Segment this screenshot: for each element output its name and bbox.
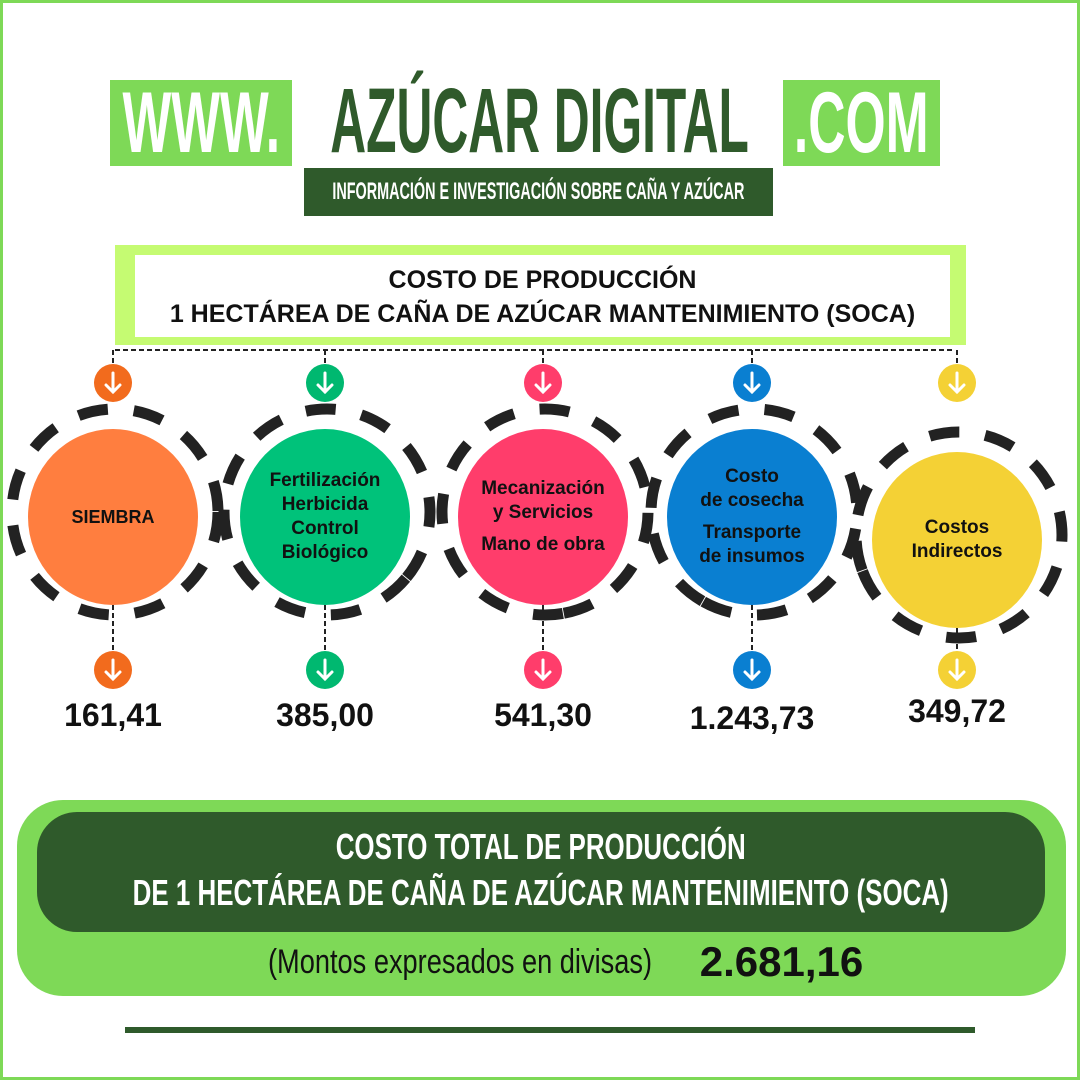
category-label-line xyxy=(667,513,837,521)
arrow-down-icon xyxy=(534,371,552,395)
category-label-line: Herbicida xyxy=(281,494,369,515)
category-circle xyxy=(667,429,837,605)
title-inner: COSTO DE PRODUCCIÓN 1 HECTÁREA DE CAÑA D… xyxy=(135,255,950,337)
arrow-down-icon xyxy=(316,371,334,395)
category-circle xyxy=(28,429,198,605)
category-label-line: y Servicios xyxy=(492,502,594,523)
title-line-2: 1 HECTÁREA DE CAÑA DE AZÚCAR MANTENIMIEN… xyxy=(169,300,916,328)
dashed-ring xyxy=(645,403,863,621)
category-label-line: Mano de obra xyxy=(481,534,605,555)
arrow-down-icon xyxy=(948,658,966,682)
logo-www-text: WWW. xyxy=(122,80,280,166)
category-circle xyxy=(872,452,1042,628)
cost-diagram xyxy=(6,349,1068,689)
category-label: Mecanización y Servicios Mano de obra xyxy=(458,477,628,557)
total-heading: COSTO TOTAL DE PRODUCCIÓN DE 1 HECTÁREA … xyxy=(37,812,1045,932)
arrow-down-icon xyxy=(743,658,761,682)
category-label-line: Mecanización xyxy=(481,478,605,499)
category-label: SIEMBRA xyxy=(28,505,198,529)
category-label: Costos Indirectos xyxy=(872,516,1042,564)
category-label: Costo de cosecha Transporte de insumos xyxy=(667,465,837,569)
tagline-text: INFORMACIÓN E INVESTIGACIÓN SOBRE CAÑA Y… xyxy=(332,178,745,205)
tagline: INFORMACIÓN E INVESTIGACIÓN SOBRE CAÑA Y… xyxy=(304,168,773,216)
category-value: 349,72 xyxy=(908,693,1006,729)
logo-com-text: .COM xyxy=(794,80,929,166)
category-value: 161,41 xyxy=(64,697,162,733)
category-circle xyxy=(458,429,628,605)
arrow-down-icon xyxy=(316,658,334,682)
dashed-ring xyxy=(850,426,1068,644)
logo-brand-text: AZÚCAR DIGITAL xyxy=(330,70,750,172)
category-circle xyxy=(240,429,410,605)
category-label-line xyxy=(458,525,628,533)
logo-com: .COM xyxy=(783,80,940,166)
category-label-line: Biológico xyxy=(281,542,369,563)
title-line-1: COSTO DE PRODUCCIÓN xyxy=(388,266,697,294)
total-value: 2.681,16 xyxy=(699,938,864,985)
arrow-down-icon xyxy=(104,658,122,682)
category-label-line: de insumos xyxy=(699,546,805,567)
category-label-line: Indirectos xyxy=(911,541,1003,562)
total-panel: COSTO TOTAL DE PRODUCCIÓN DE 1 HECTÁREA … xyxy=(17,800,1066,996)
category-value: 541,30 xyxy=(494,697,592,733)
title-box: COSTO DE PRODUCCIÓN 1 HECTÁREA DE CAÑA D… xyxy=(115,245,966,345)
total-note-row: (Montos expresados en divisas) 2.681,16 xyxy=(17,938,1066,986)
category-label-line: Transporte xyxy=(702,522,802,543)
category-label-line: de cosecha xyxy=(700,490,804,511)
dashed-ring xyxy=(6,403,224,621)
total-note: (Montos expresados en divisas) xyxy=(267,942,652,981)
arrow-down-icon xyxy=(948,371,966,395)
logo-www: WWW. xyxy=(110,80,292,166)
category-label-line: Costos xyxy=(924,517,990,538)
divider xyxy=(125,1027,975,1033)
arrow-down-icon xyxy=(743,371,761,395)
category-label-line: Costo xyxy=(725,466,779,487)
total-line-2: DE 1 HECTÁREA DE CAÑA DE AZÚCAR MANTENIM… xyxy=(132,872,950,913)
category-label: Fertilización Herbicida Control Biológico xyxy=(240,469,410,565)
category-label-line: SIEMBRA xyxy=(71,507,155,527)
total-line-1: COSTO TOTAL DE PRODUCCIÓN xyxy=(336,826,746,867)
logo-brand: AZÚCAR DIGITAL xyxy=(300,70,780,172)
category-label-line: Control xyxy=(291,518,359,539)
dashed-ring xyxy=(436,403,654,621)
category-label-line: Fertilización xyxy=(269,470,381,491)
category-value: 385,00 xyxy=(276,697,374,733)
arrow-down-icon xyxy=(534,658,552,682)
arrow-down-icon xyxy=(104,371,122,395)
category-value: 1.243,73 xyxy=(689,700,815,736)
dashed-ring xyxy=(218,403,436,621)
